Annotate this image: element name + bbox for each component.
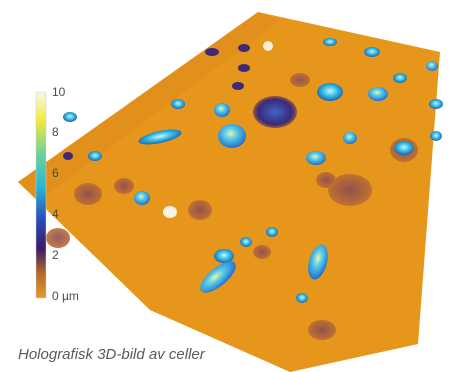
surface-plane [18,12,440,372]
colorbar-tick-2: 2 [52,248,59,262]
colorbar-tick-0: 0 µm [52,289,79,303]
surface-shading [18,12,280,200]
colorbar-tick-10: 10 [52,85,66,99]
image-caption: Holografisk 3D-bild av celler [18,346,205,363]
colorbar-tick-4: 4 [52,207,59,221]
colorbar-strip [35,91,47,299]
colorbar-tick-8: 8 [52,125,59,139]
colorbar-tick-6: 6 [52,166,59,180]
cells [63,38,443,303]
